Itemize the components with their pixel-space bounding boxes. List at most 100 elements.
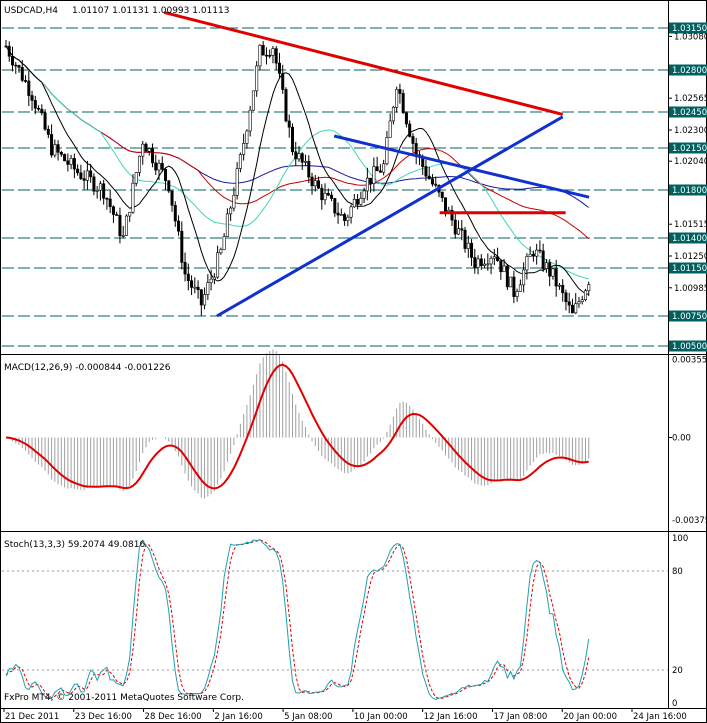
candle-body [365,177,369,192]
candle-body [411,136,415,144]
candle-body [505,265,509,288]
stoch-label: Stoch(13,3,3) 59.2074 49.0816 [4,540,145,550]
level-price-label: 1.00750 [672,312,707,322]
candle-body [287,120,291,128]
candle-body [30,95,34,101]
candle-body [561,284,565,294]
candle-body [570,304,574,314]
candle-body [124,215,128,236]
candle-body [395,89,399,108]
candle-body [203,294,207,306]
candle-body [258,44,262,67]
candle-body [76,168,80,174]
candle-body [118,215,122,237]
candle-body [216,252,220,278]
candle-body [66,160,70,165]
stoch-tick-label: 0 [672,699,677,709]
candle-body [209,278,213,283]
time-tick-label: 21 Dec 2011 [5,712,59,722]
moving-average-red [5,45,590,240]
candle-body [128,211,132,217]
candle-body [443,197,447,212]
candle-body [72,158,76,170]
candle-body [548,262,552,277]
candle-body [294,151,298,160]
candle-body [577,301,581,305]
candle-body [382,163,386,173]
candle-body [333,198,337,214]
candle-body [518,284,522,292]
candle-body [496,256,500,262]
candle-body [255,65,259,92]
candle-body [307,160,311,178]
price-tick-label: 1.02300 [674,126,707,136]
macd-label: MACD(12,26,9) -0.000844 -0.001226 [4,363,171,373]
candle-body [121,235,125,237]
candle-body [486,263,490,266]
candle-body [290,126,294,153]
candle-body [323,192,327,201]
candle-body [554,268,558,287]
level-price-badge [669,106,707,118]
level-price-label: 1.00500 [672,342,707,352]
candle-body [391,106,395,122]
candle-body [457,228,461,235]
candle-body [56,144,60,153]
candle-body [313,180,317,187]
candle-body [492,256,496,259]
candle-body [476,258,480,268]
candle-body [17,65,21,68]
level-price-label: 1.03150 [672,24,707,34]
candle-body [430,178,434,185]
candle-body [170,190,174,206]
candle-body [160,163,164,170]
candle-body [7,45,11,57]
moving-average-teal [5,45,589,280]
stoch-tick-label: 80 [672,567,683,577]
candle-body [79,172,83,179]
level-price-badge [669,184,707,196]
candle-body [574,303,578,314]
candle-body [369,177,373,184]
candle-body [346,216,350,221]
candle-body [248,109,252,132]
candle-body [95,189,99,192]
price-tick-label: 1.02040 [674,157,707,167]
candle-body [343,214,347,221]
candle-body [320,187,324,201]
candle-body [225,213,229,237]
macd-signal-line [5,363,589,490]
candle-body [466,242,470,249]
stoch-signal-line [5,539,590,700]
stochastic-panel [2,539,668,700]
candle-body [69,158,73,165]
candle-body [557,284,561,287]
level-price-badge [669,22,707,34]
candle-body [37,107,41,110]
level-price-badge [669,232,707,244]
candle-body [11,56,15,66]
level-price-badge [669,262,707,274]
candle-body [414,143,418,155]
candle-body [583,290,587,301]
moving-average-black [5,45,589,295]
level-price-label: 1.01800 [672,186,707,196]
trendline [163,10,564,116]
candle-body [199,289,203,306]
candle-body [261,44,265,56]
candle-body [14,64,18,67]
level-price-label: 1.02450 [672,108,707,118]
candle-body [108,198,112,208]
level-price-label: 1.01150 [672,264,707,274]
price-tick-label: 1.01250 [674,252,707,262]
candle-body [450,209,454,221]
level-price-badge [669,310,707,322]
time-tick-label: 2 Jan 16:00 [214,712,262,722]
candle-body [528,253,532,257]
candle-body [424,166,428,177]
macd-panel [5,349,590,499]
candle-body [297,153,301,160]
candle-body [499,260,503,273]
candle-body [20,67,24,81]
